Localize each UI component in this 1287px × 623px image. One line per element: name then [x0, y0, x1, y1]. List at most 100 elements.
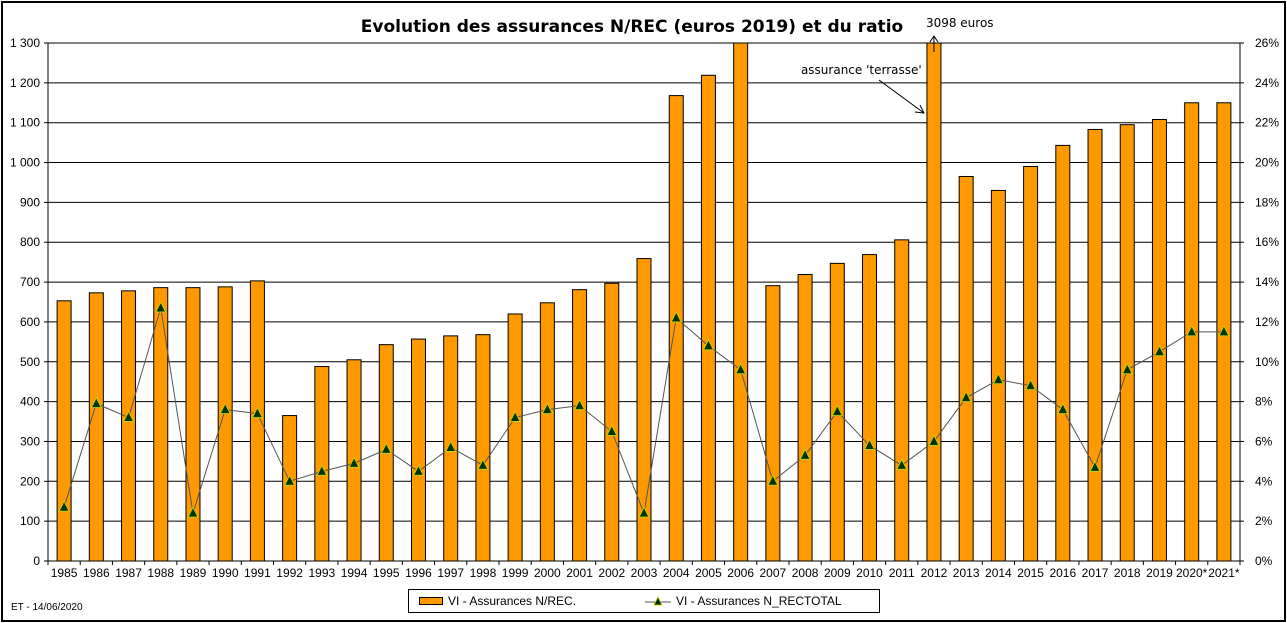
bar — [282, 415, 298, 562]
x-tick-label: 1998 — [470, 566, 497, 580]
chart-title: Evolution des assurances N/REC (euros 20… — [360, 17, 904, 37]
ratio-marker — [283, 474, 296, 486]
ratio-marker — [960, 390, 972, 403]
x-tick-label: 2021* — [1208, 566, 1240, 580]
y2-tick-label: 10% — [1255, 355, 1279, 369]
legend-item-line: VI - Assurances N_RECTOTAL — [645, 594, 842, 608]
x-tick-label: 2001 — [566, 566, 593, 580]
bar — [410, 338, 426, 562]
x-tick-label: 1991 — [244, 566, 271, 580]
ratio-marker — [251, 406, 264, 419]
y-tick-label: 1 100 — [10, 116, 40, 130]
ratio-marker — [122, 410, 135, 423]
x-tick-label: 1992 — [276, 566, 303, 580]
x-tick-label: 2019 — [1146, 566, 1173, 580]
bar — [958, 175, 974, 562]
bar — [636, 258, 652, 562]
bar — [507, 313, 523, 562]
y-tick-label: 1 200 — [10, 76, 40, 90]
ratio-marker — [1121, 362, 1134, 375]
x-tick-label: 1995 — [373, 566, 400, 580]
bar — [1119, 124, 1135, 562]
x-tick-label: 2007 — [760, 566, 787, 580]
bar — [185, 287, 201, 562]
ratio-marker — [799, 448, 811, 460]
x-tick-label: 2008 — [792, 566, 819, 580]
bar — [797, 274, 813, 562]
y2-tick-label: 24% — [1255, 76, 1279, 90]
ratio-marker — [477, 458, 489, 470]
x-tick-label: 2010 — [856, 566, 883, 580]
x-tick-label: 1988 — [147, 566, 174, 580]
bar — [668, 95, 684, 562]
bar — [56, 300, 72, 562]
ratio-marker — [348, 456, 360, 468]
bar — [862, 254, 878, 562]
bar — [1151, 119, 1167, 562]
ratio-marker — [1153, 344, 1166, 357]
bar — [88, 292, 104, 562]
bar — [733, 42, 749, 562]
ratio-marker — [928, 434, 940, 446]
ratio-marker — [895, 458, 908, 470]
x-tick-label: 1993 — [308, 566, 335, 580]
ratio-marker — [1185, 324, 1198, 337]
x-tick-label: 2000 — [534, 566, 561, 580]
bar — [765, 285, 781, 562]
y2-tick-label: 22% — [1255, 116, 1279, 130]
bar — [539, 302, 555, 562]
x-tick-label: 2009 — [824, 566, 851, 580]
x-tick-label: 2002 — [598, 566, 625, 580]
ratio-marker — [380, 442, 393, 454]
x-tick-label: 1989 — [180, 566, 207, 580]
bar — [121, 290, 137, 562]
y-tick-label: 600 — [20, 315, 40, 329]
y2-tick-label: 4% — [1255, 474, 1273, 488]
bar — [1055, 144, 1071, 562]
footer-note: ET - 14/06/2020 — [11, 602, 83, 613]
x-tick-label: 1996 — [405, 566, 432, 580]
ratio-marker — [509, 410, 521, 423]
ratio-marker — [734, 362, 747, 375]
legend-label: VI - Assurances N_RECTOTAL — [676, 594, 842, 608]
ratio-marker — [702, 338, 715, 351]
bar — [1023, 166, 1039, 562]
ratio-marker — [605, 424, 618, 436]
bar — [314, 366, 330, 562]
x-tick-label: 2014 — [985, 566, 1012, 580]
ratio-marker — [444, 440, 457, 452]
ratio-marker — [573, 398, 586, 411]
ratio-marker — [154, 300, 167, 313]
y-tick-label: 900 — [20, 195, 40, 209]
x-tick-label: 2015 — [1017, 566, 1044, 580]
legend-label: VI - Assurances N/REC. — [448, 594, 577, 608]
y2-tick-label: 16% — [1255, 235, 1279, 249]
x-tick-label: 2016 — [1049, 566, 1076, 580]
y2-tick-label: 6% — [1255, 434, 1273, 448]
x-tick-label: 1990 — [212, 566, 239, 580]
bar — [700, 74, 716, 562]
ratio-marker — [670, 310, 683, 323]
y2-tick-label: 2% — [1255, 514, 1273, 528]
ratio-marker — [412, 464, 425, 476]
y2-tick-label: 26% — [1255, 36, 1279, 50]
y-tick-label: 800 — [20, 235, 40, 249]
ratio-marker — [1024, 378, 1037, 391]
legend: VI - Assurances N/REC. VI - Assurances N… — [408, 589, 880, 613]
ratio-marker — [1057, 402, 1069, 415]
ratio-marker — [541, 402, 554, 415]
bar — [894, 239, 910, 562]
y2-tick-label: 14% — [1255, 275, 1279, 289]
x-tick-label: 1985 — [51, 566, 78, 580]
y-tick-label: 100 — [20, 514, 40, 528]
bar — [153, 287, 169, 562]
x-tick-label: 2011 — [889, 566, 915, 580]
y-tick-label: 500 — [20, 355, 40, 369]
x-tick-label: 2005 — [695, 566, 722, 580]
y2-tick-label: 12% — [1255, 315, 1279, 329]
x-tick-label: 1994 — [341, 566, 368, 580]
x-tick-label: 2017 — [1082, 566, 1109, 580]
annotation-label: 3098 euros — [926, 16, 994, 30]
ratio-marker — [58, 500, 70, 512]
